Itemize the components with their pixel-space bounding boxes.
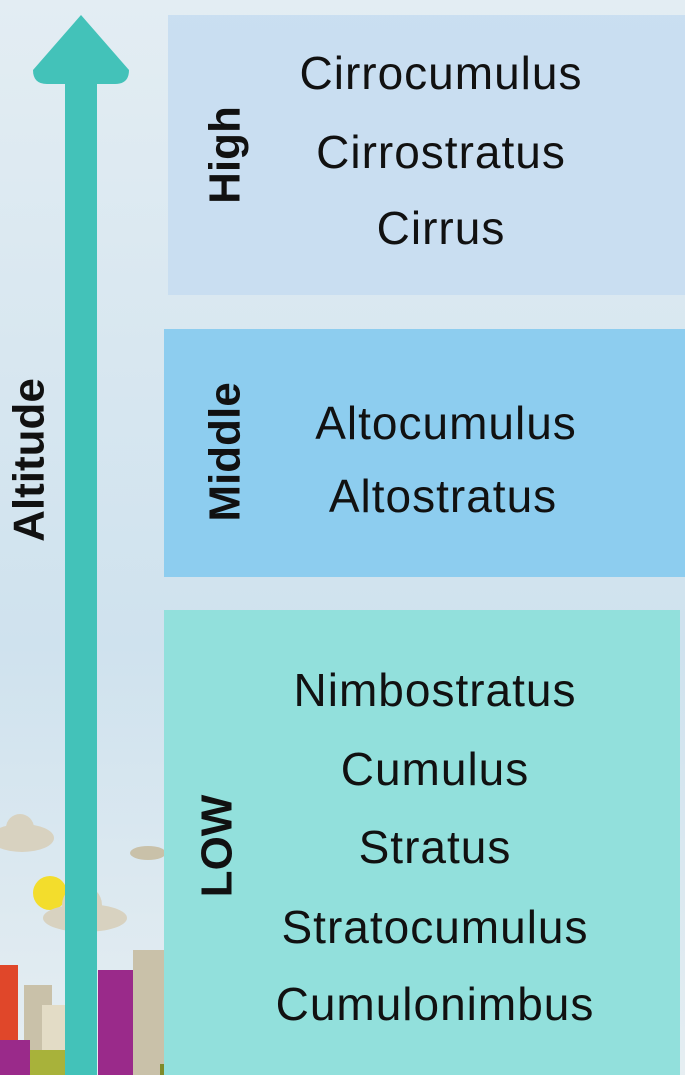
cloud-name: Stratocumulus (281, 901, 588, 953)
cloud-name: Cirrocumulus (300, 47, 583, 99)
cloud-name: Cumulonimbus (276, 978, 595, 1030)
axis-label: Altitude (5, 378, 54, 542)
cloud-name: Cumulus (341, 743, 530, 795)
cloud-name: Altostratus (329, 470, 557, 522)
cloud-name: Stratus (359, 821, 512, 873)
cloud-name: Nimbostratus (294, 664, 577, 716)
cloud-name: Altocumulus (315, 397, 577, 449)
level-label: Middle (201, 382, 250, 521)
cloud-name: Cirrostratus (316, 126, 566, 178)
diagram: Altitude High Middle LOW Cirrocumulus Ci… (0, 0, 685, 1075)
cloud-name: Cirrus (377, 202, 506, 254)
level-label: LOW (193, 794, 242, 897)
level-label: High (201, 106, 250, 204)
